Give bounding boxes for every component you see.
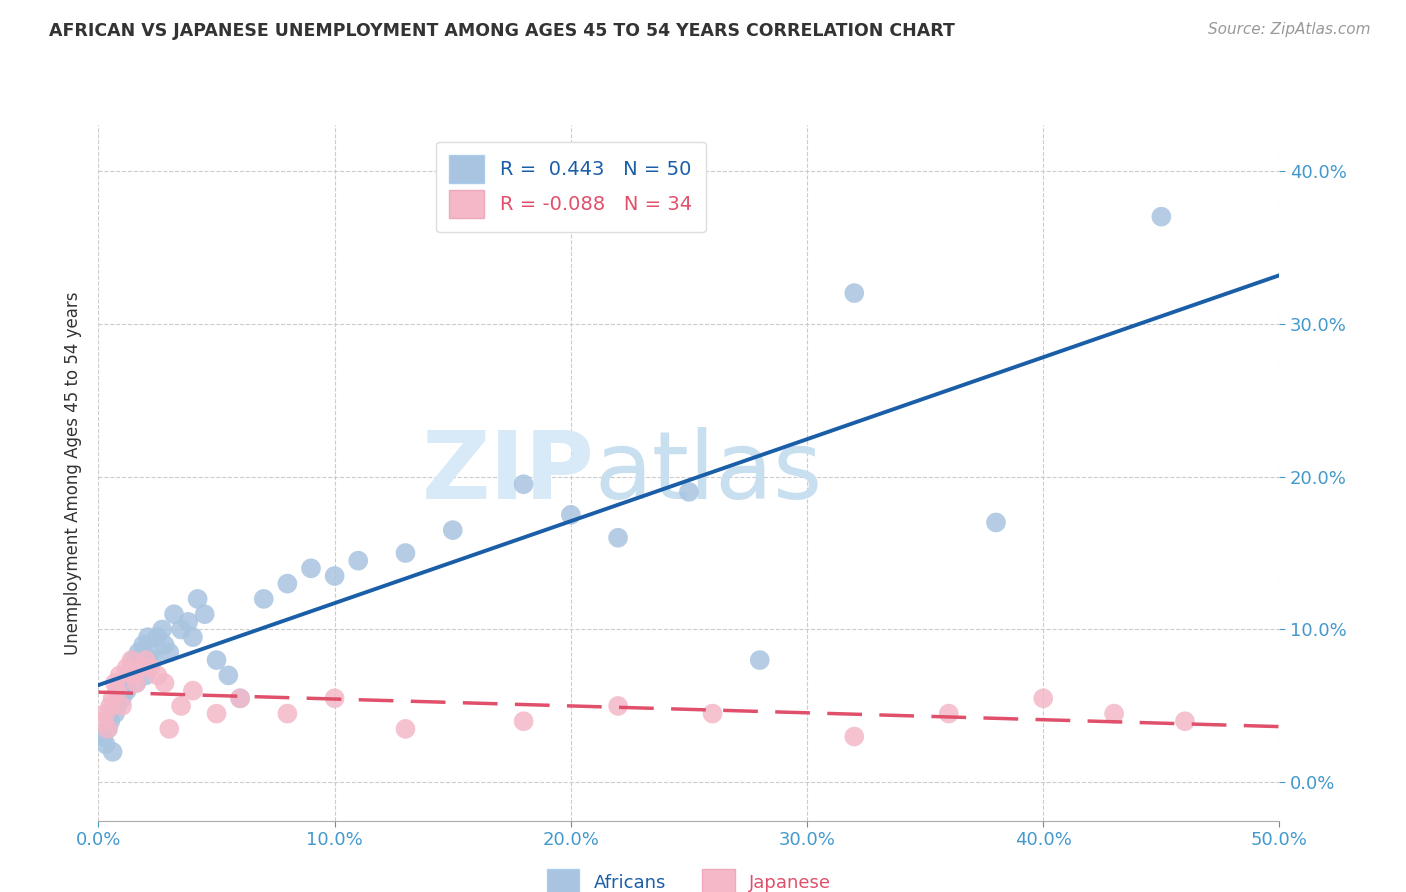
Legend: Africans, Japanese: Africans, Japanese: [540, 862, 838, 892]
Point: [104, 706, 127, 721]
Point: [142, 653, 165, 667]
Point: [97, 722, 120, 736]
Point: [118, 668, 141, 682]
Point: [125, 676, 148, 690]
Point: [1102, 706, 1125, 721]
Point: [394, 722, 416, 736]
Point: [122, 653, 145, 667]
Point: [181, 683, 204, 698]
Point: [101, 745, 124, 759]
Point: [394, 546, 416, 560]
Point: [170, 623, 193, 637]
Point: [150, 623, 173, 637]
Point: [678, 484, 700, 499]
Point: [299, 561, 322, 575]
Point: [91, 730, 114, 744]
Point: [748, 653, 770, 667]
Point: [135, 668, 157, 682]
Point: [181, 630, 204, 644]
Point: [112, 676, 135, 690]
Point: [170, 698, 193, 713]
Point: [115, 683, 138, 698]
Point: [607, 531, 630, 545]
Point: [105, 698, 128, 713]
Text: ZIP: ZIP: [422, 426, 595, 519]
Point: [125, 676, 148, 690]
Point: [217, 668, 239, 682]
Point: [441, 523, 464, 537]
Point: [938, 706, 960, 721]
Point: [323, 691, 346, 706]
Point: [108, 683, 131, 698]
Point: [844, 730, 866, 744]
Point: [115, 661, 138, 675]
Point: [104, 676, 127, 690]
Point: [984, 516, 1007, 530]
Point: [347, 554, 370, 568]
Point: [129, 661, 152, 675]
Point: [229, 691, 252, 706]
Point: [253, 591, 276, 606]
Point: [229, 691, 252, 706]
Point: [101, 691, 124, 706]
Point: [132, 638, 155, 652]
Point: [205, 653, 228, 667]
Point: [111, 698, 134, 713]
Point: [512, 477, 534, 491]
Point: [187, 591, 209, 606]
Point: [129, 661, 152, 675]
Point: [1174, 714, 1197, 729]
Point: [94, 737, 117, 751]
Point: [177, 615, 200, 629]
Point: [139, 645, 162, 659]
Point: [1150, 210, 1173, 224]
Point: [122, 668, 145, 682]
Point: [97, 722, 120, 736]
Text: AFRICAN VS JAPANESE UNEMPLOYMENT AMONG AGES 45 TO 54 YEARS CORRELATION CHART: AFRICAN VS JAPANESE UNEMPLOYMENT AMONG A…: [49, 22, 955, 40]
Point: [121, 661, 143, 675]
Text: atlas: atlas: [595, 426, 823, 519]
Point: [136, 630, 159, 644]
Point: [702, 706, 724, 721]
Point: [323, 569, 346, 583]
Point: [157, 722, 180, 736]
Point: [276, 576, 298, 591]
Point: [512, 714, 534, 729]
Point: [153, 676, 176, 690]
Point: [128, 645, 150, 659]
Point: [139, 661, 162, 675]
Point: [163, 607, 186, 622]
Point: [276, 706, 298, 721]
Point: [607, 698, 630, 713]
Point: [105, 683, 128, 698]
Point: [91, 714, 114, 729]
Point: [194, 607, 217, 622]
Point: [121, 653, 143, 667]
Point: [98, 698, 121, 713]
Point: [94, 706, 117, 721]
Text: Source: ZipAtlas.com: Source: ZipAtlas.com: [1208, 22, 1371, 37]
Point: [153, 638, 176, 652]
Point: [560, 508, 582, 522]
Point: [146, 630, 169, 644]
Point: [98, 714, 121, 729]
Point: [844, 286, 866, 301]
Point: [135, 653, 157, 667]
Y-axis label: Unemployment Among Ages 45 to 54 years: Unemployment Among Ages 45 to 54 years: [65, 291, 83, 655]
Point: [157, 645, 180, 659]
Point: [1032, 691, 1054, 706]
Point: [146, 668, 169, 682]
Point: [111, 691, 134, 706]
Point: [108, 668, 131, 682]
Point: [205, 706, 228, 721]
